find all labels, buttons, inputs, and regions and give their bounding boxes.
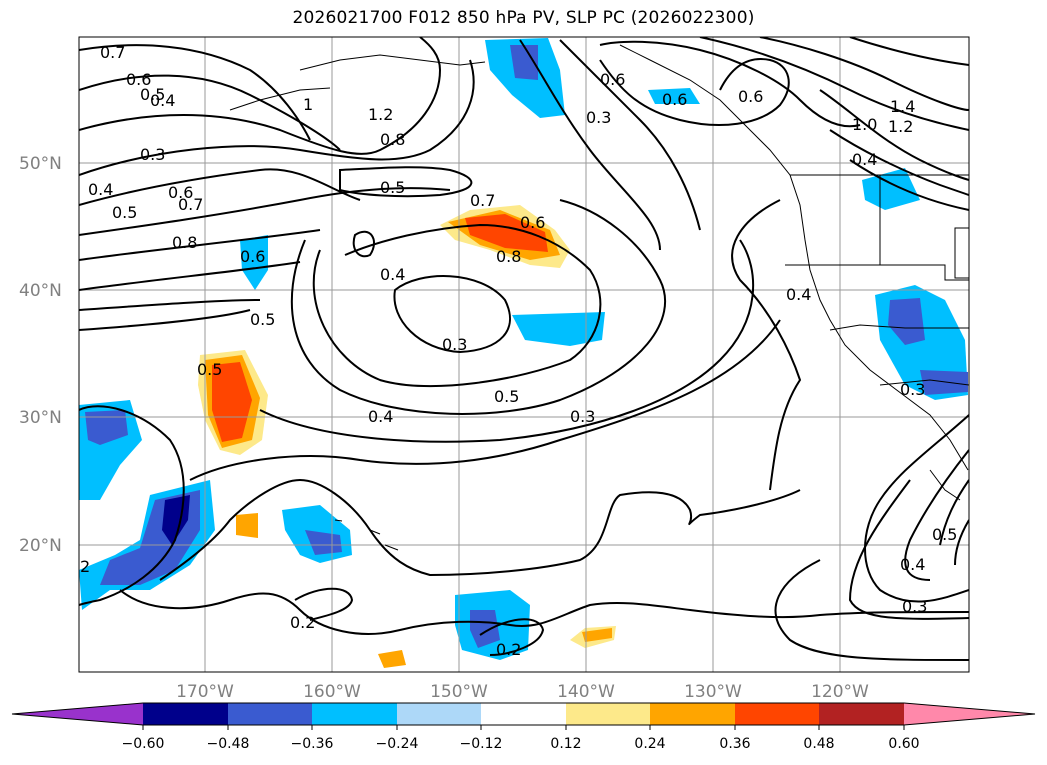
contour-label: 0.5 (197, 360, 222, 379)
colorbar-tick-label: 0.36 (719, 736, 750, 752)
pv-negative-core (85, 410, 128, 445)
contour-label: 0.4 (380, 265, 405, 284)
colorbar-segment (312, 703, 397, 725)
plot-frame (78, 36, 970, 673)
contour-label: 0.8 (496, 247, 521, 266)
lon-label-150w: 150°W (430, 682, 488, 702)
contour-label: 0.3 (140, 145, 165, 164)
map-title: 2026021700 F012 850 hPa PV, SLP PC (2026… (292, 8, 755, 28)
colorbar-segment (397, 703, 481, 725)
contour-label: 0.6 (520, 213, 545, 232)
colorbar-segment (650, 703, 735, 725)
colorbar-tick-label: −0.60 (122, 736, 165, 752)
longitude-axis: 170°W 160°W 150°W 140°W 130°W 120°W (176, 682, 869, 702)
pv-negative-region (240, 235, 268, 290)
lon-label-130w: 130°W (684, 682, 742, 702)
colorbar-tick-label: 0.24 (634, 736, 665, 752)
pv-negative-core (888, 298, 925, 345)
contour-label: 0.6 (738, 87, 763, 106)
pv-negative-core (305, 530, 342, 555)
lon-label-140w: 140°W (557, 682, 615, 702)
lat-label-20n: 20°N (19, 536, 62, 556)
latitude-axis: 50°N 40°N 30°N 20°N (19, 154, 62, 556)
pv-strong-positive-core (465, 214, 548, 252)
gridlines (79, 37, 969, 672)
contour-label: 0.4 (150, 91, 175, 110)
pv-strong-positive-core (212, 362, 252, 442)
pv-negative-core (920, 370, 968, 395)
lat-label-40n: 40°N (19, 281, 62, 301)
colorbar-segment (819, 703, 904, 725)
pv-negative-core (470, 610, 500, 648)
pv-positive-region (378, 650, 406, 668)
contour-label: 0.6 (240, 247, 265, 266)
contour-label: 0.4 (88, 180, 113, 199)
lon-label-160w: 160°W (303, 682, 361, 702)
contour-label: 1.4 (890, 97, 915, 116)
colorbar-tick-label: −0.12 (460, 736, 503, 752)
contour-label: 1.2 (368, 105, 393, 124)
contour-label: 0.3 (902, 597, 927, 616)
pv-negative-region (648, 88, 700, 104)
contour-label: 0.5 (112, 203, 137, 222)
contour-label: 1.0 (852, 115, 877, 134)
plot-area: 0.7 0.6 0.5 0.4 0.3 1 1.2 0.8 0.5 0.4 0.… (79, 37, 969, 672)
contour-label: 0.7 (100, 43, 125, 62)
contour-label: 0.6 (662, 90, 687, 109)
colorbar-high-extend (904, 703, 1035, 725)
pv-positive-region (236, 513, 258, 538)
contour-label: 0.4 (368, 407, 393, 426)
colorbar-segment (143, 703, 228, 725)
colorbar-tick-label: 0.48 (803, 736, 834, 752)
pv-negative-region (512, 312, 605, 346)
contour-label: 0.5 (932, 525, 957, 544)
contour-label: 0.4 (900, 555, 925, 574)
contour-label: 0.5 (494, 387, 519, 406)
colorbar-tick-label: −0.36 (291, 736, 334, 752)
contour-label: 0.3 (900, 380, 925, 399)
lon-label-120w: 120°W (811, 682, 869, 702)
colorbar-segment (228, 703, 312, 725)
contour-label: 0.7 (470, 191, 495, 210)
contour-label: 0.7 (178, 195, 203, 214)
contour-label: 0.8 (380, 130, 405, 149)
contour-label: 0.3 (442, 335, 467, 354)
contour-label: 0.6 (168, 183, 193, 202)
colorbar-segment (566, 703, 650, 725)
colorbar: −0.60 −0.48 −0.36 −0.24 −0.12 0.12 0.24 … (11, 702, 1036, 752)
colorbar-tick-label: −0.48 (207, 736, 250, 752)
colorbar-tick-label: 0.60 (888, 736, 919, 752)
contour-label: 0.2 (496, 640, 521, 659)
contour-label: 0.5 (140, 85, 165, 104)
contour-label: 0.3 (586, 108, 611, 127)
lat-label-30n: 30°N (19, 408, 62, 428)
colorbar-low-extend (12, 703, 143, 725)
contour-label: 0.4 (786, 285, 811, 304)
coastlines (229, 44, 969, 551)
lat-label-50n: 50°N (19, 154, 62, 174)
colorbar-segment (735, 703, 819, 725)
contour-labels: 0.7 0.6 0.5 0.4 0.3 1 1.2 0.8 0.5 0.4 0.… (80, 43, 957, 659)
contour-label: 0.6 (126, 70, 151, 89)
pv-negative-core (510, 45, 538, 80)
pv-positive-region (582, 628, 612, 642)
lon-label-170w: 170°W (176, 682, 234, 702)
colorbar-tick-label: −0.24 (376, 736, 419, 752)
colorbar-tick-label: 0.12 (550, 736, 581, 752)
contour-label: 0.4 (852, 150, 877, 169)
contour-label: 1 (303, 95, 313, 114)
pv-negative-region (862, 168, 920, 210)
contour-label: 1.2 (888, 117, 913, 136)
slp-contours (79, 37, 969, 661)
contour-label: 0.6 (600, 70, 625, 89)
contour-label: 0.5 (250, 310, 275, 329)
contour-label: 2 (80, 557, 90, 576)
contour-label: 0.5 (380, 178, 405, 197)
colorbar-segment (481, 703, 566, 725)
contour-label: 0.8 (172, 233, 197, 252)
contour-label: 0.3 (570, 407, 595, 426)
contour-label: 0.2 (290, 613, 315, 632)
